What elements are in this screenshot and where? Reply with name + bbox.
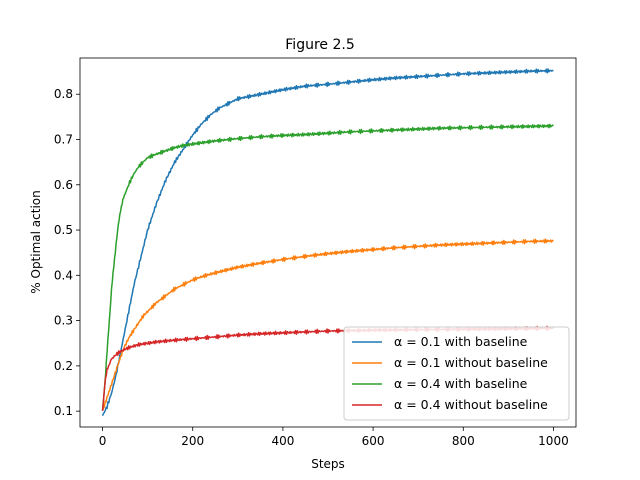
x-tick-label: 600 (362, 434, 385, 448)
y-tick-label: 0.7 (54, 132, 73, 146)
legend: α = 0.1 with baseline α = 0.1 without bas… (343, 326, 570, 421)
y-tick-label: 0.1 (54, 404, 73, 418)
y-tick-label: 0.8 (54, 87, 73, 101)
x-axis-label: Steps (311, 457, 345, 471)
x-tick-label: 400 (271, 434, 294, 448)
y-tick-label: 0.2 (54, 359, 73, 373)
axes-frame (79, 57, 577, 428)
y-tick-label: 0.3 (54, 314, 73, 328)
x-tick-label: 1000 (538, 434, 569, 448)
chart-title: Figure 2.5 (285, 37, 354, 53)
legend-label-4: α = 0.4 without baseline (394, 397, 548, 412)
y-axis-label: % Optimal action (29, 190, 43, 293)
x-tick-label: 0 (99, 434, 107, 448)
y-tick-label: 0.5 (54, 223, 73, 237)
x-tick-label: 200 (181, 434, 204, 448)
legend-label-2: α = 0.1 without baseline (394, 355, 548, 370)
legend-frame (343, 326, 570, 421)
y-tick-label: 0.4 (54, 268, 73, 282)
y-ticks: 0.1 0.2 0.3 0.4 0.5 0.6 0.7 0.8 (54, 87, 80, 418)
y-tick-label: 0.6 (54, 178, 73, 192)
x-ticks: 0 200 400 600 800 1000 (99, 427, 569, 448)
series-line-2 (101, 238, 554, 411)
series-line-3 (101, 123, 554, 411)
x-tick-label: 800 (452, 434, 475, 448)
legend-label-3: α = 0.4 with baseline (394, 376, 528, 391)
legend-label-1: α = 0.1 with baseline (394, 334, 528, 349)
series-line-1 (101, 68, 554, 416)
